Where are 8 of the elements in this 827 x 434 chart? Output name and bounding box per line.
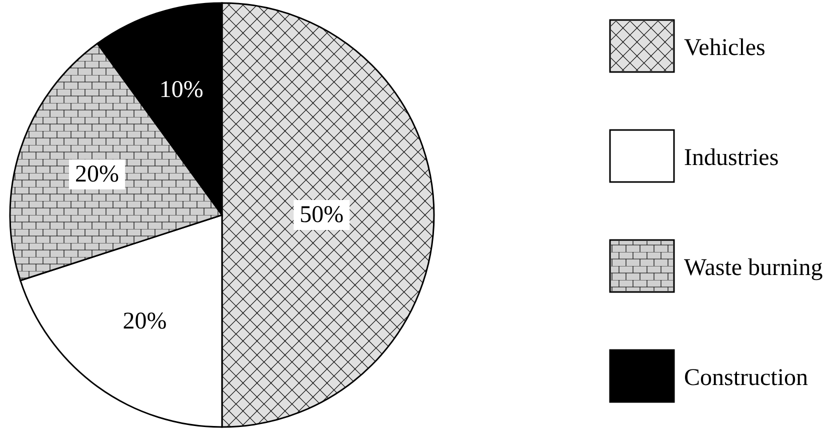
legend-label: Industries	[684, 145, 779, 171]
legend-label: Vehicles	[684, 35, 766, 61]
data-label: 20%	[74, 161, 119, 188]
data-label: 50%	[300, 202, 344, 228]
data-label: 20%	[122, 308, 167, 334]
legend-label: Construction	[684, 365, 808, 391]
data-label: 10%	[159, 76, 204, 103]
legend-label: Waste burning	[684, 255, 823, 281]
